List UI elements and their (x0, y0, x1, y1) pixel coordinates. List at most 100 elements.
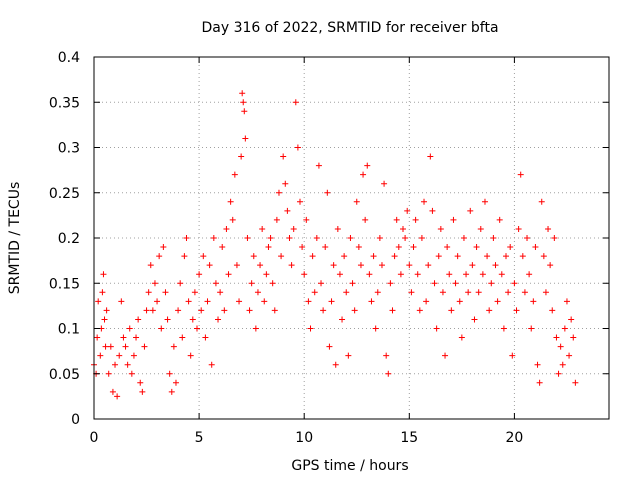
data-point (164, 316, 171, 323)
data-point (551, 235, 558, 241)
data-point (473, 244, 480, 251)
data-point (202, 334, 209, 341)
data-point (421, 198, 428, 205)
data-point (183, 235, 190, 241)
data-point (444, 244, 451, 251)
data-point (521, 289, 528, 296)
data-point (479, 271, 486, 278)
data-point (408, 289, 415, 296)
data-point (261, 298, 268, 305)
data-point (540, 253, 547, 260)
data-point (561, 325, 568, 332)
x-tick-label: 0 (90, 430, 99, 446)
data-point (477, 225, 484, 232)
data-point (156, 253, 163, 260)
y-tick-label: 0.25 (49, 186, 80, 202)
data-point (389, 307, 396, 314)
data-point (273, 216, 280, 223)
data-point (128, 370, 135, 377)
data-point (307, 325, 314, 332)
data-point (206, 262, 213, 269)
data-point (488, 280, 495, 287)
data-point (102, 343, 109, 350)
data-point (133, 334, 140, 341)
data-point (404, 207, 411, 214)
data-point (429, 207, 436, 214)
data-point (326, 343, 333, 350)
data-point (194, 325, 200, 332)
data-point (166, 370, 173, 377)
x-tick-label: 10 (295, 430, 313, 446)
data-point (221, 307, 228, 314)
data-point (557, 343, 564, 350)
data-point (275, 189, 282, 196)
data-point (223, 225, 230, 232)
data-point (370, 253, 377, 260)
data-point (376, 235, 383, 241)
data-point (402, 235, 409, 241)
data-point (100, 271, 107, 278)
data-point (229, 216, 236, 223)
data-point (446, 271, 453, 278)
data-point (315, 162, 322, 169)
data-point (492, 262, 499, 269)
data-point (252, 325, 259, 332)
data-point (364, 162, 371, 169)
data-point (187, 352, 194, 359)
data-point (154, 298, 161, 305)
data-point (549, 307, 556, 314)
data-point (427, 153, 434, 160)
y-tick-label: 0.2 (58, 231, 80, 247)
data-point (217, 289, 224, 296)
data-point (313, 235, 320, 241)
data-point (170, 343, 177, 350)
data-point (135, 316, 142, 323)
data-point (330, 262, 337, 269)
data-point (288, 262, 295, 269)
data-point (324, 189, 331, 196)
data-point (189, 316, 196, 323)
data-point (433, 325, 440, 332)
data-point (524, 235, 531, 241)
data-point (332, 361, 339, 368)
data-point (145, 289, 152, 296)
x-axis-label: GPS time / hours (291, 458, 408, 474)
data-point (530, 298, 537, 305)
data-point (347, 235, 354, 241)
data-point (147, 262, 154, 269)
data-point (481, 198, 488, 205)
data-point (94, 334, 101, 341)
data-point (309, 253, 316, 260)
data-point (233, 262, 240, 269)
data-point (437, 225, 444, 232)
data-point (423, 298, 430, 305)
data-point (240, 99, 247, 106)
data-point (381, 180, 388, 187)
data-point (290, 225, 297, 232)
data-point (509, 352, 516, 359)
data-point (254, 289, 261, 296)
data-point (345, 352, 352, 359)
data-point (299, 244, 306, 251)
data-point (196, 271, 203, 278)
data-point (484, 253, 491, 260)
data-point (322, 244, 329, 251)
data-point (271, 307, 278, 314)
data-point (391, 253, 398, 260)
grid-lines (94, 57, 609, 419)
data-point (547, 262, 554, 269)
data-point (414, 271, 421, 278)
data-point (118, 298, 125, 305)
data-point (219, 244, 226, 251)
data-point (231, 171, 238, 178)
data-point (318, 280, 325, 287)
data-point (103, 307, 110, 314)
data-point (160, 244, 167, 251)
data-point (198, 307, 205, 314)
data-point (442, 352, 449, 359)
data-point (141, 343, 148, 350)
data-point (263, 271, 270, 278)
data-point (570, 334, 577, 341)
data-point (511, 280, 518, 287)
